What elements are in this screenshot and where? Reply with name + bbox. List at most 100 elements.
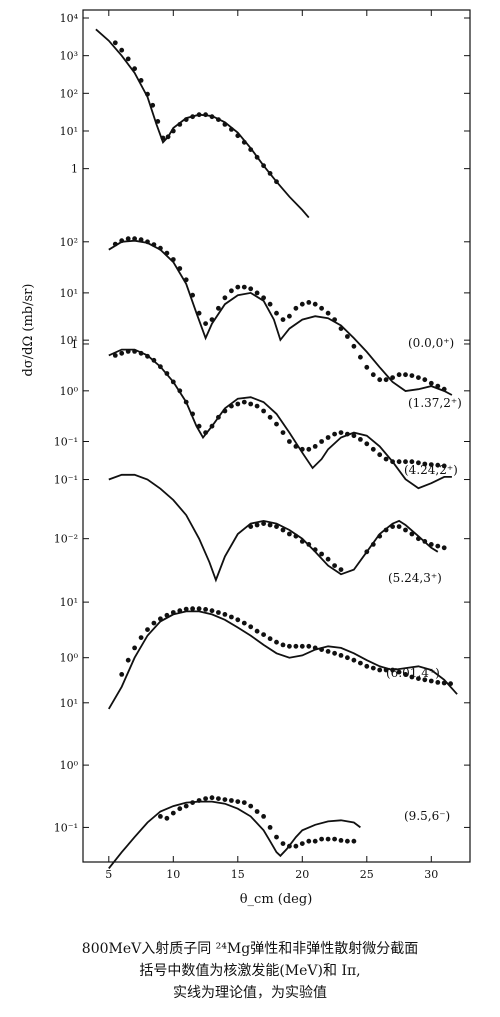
x-axis: 5 10 15 20 25 30 [105, 10, 438, 881]
data-point [370, 446, 376, 452]
data-point [177, 266, 183, 271]
data-point [428, 380, 434, 386]
data-point [261, 408, 266, 414]
data-point [332, 563, 337, 568]
data-point [403, 527, 408, 533]
y-axis-title: dσ/dΩ (mb/sr) [21, 284, 36, 377]
y-tick-label: 10³ [60, 50, 78, 63]
data-point [248, 803, 254, 809]
theory-curve [108, 473, 439, 583]
data-point [222, 612, 228, 617]
data-point [287, 439, 292, 444]
y-tick-label: 10¹ [60, 334, 78, 347]
data-point [377, 667, 383, 673]
data-point [261, 632, 266, 637]
data-point [183, 399, 189, 405]
data-point [351, 433, 357, 439]
data-point [383, 377, 389, 383]
data-point [241, 399, 247, 405]
data-point [319, 551, 324, 557]
data-point [158, 245, 163, 251]
data-point [248, 147, 254, 153]
caption-line-2: 括号中数值为核激发能(MeV)和 Iπ, [139, 963, 361, 979]
y-tick-label: 10⁻¹ [54, 821, 78, 834]
data-point [409, 531, 415, 537]
data-point [416, 375, 421, 380]
y-tick-label: 10¹ [60, 125, 78, 138]
data-point [306, 838, 312, 844]
data-point [254, 628, 260, 634]
data-point [274, 179, 279, 185]
theory-curve [108, 610, 458, 710]
data-point [390, 524, 395, 529]
data-point [229, 403, 234, 409]
data-point [280, 841, 286, 846]
data-point [216, 610, 221, 615]
data-point [190, 292, 196, 298]
data-point [241, 284, 247, 290]
data-point [306, 542, 312, 547]
data-point [332, 650, 337, 656]
data-point [319, 647, 324, 652]
data-point [190, 411, 196, 417]
data-point [274, 834, 279, 840]
data-point [396, 459, 402, 465]
data-point [416, 536, 421, 542]
data-point [170, 128, 176, 134]
data-point [280, 642, 286, 648]
data-point [177, 388, 183, 394]
data-point [267, 414, 273, 420]
data-point [422, 461, 428, 467]
data-point [306, 446, 312, 452]
data-point [164, 612, 170, 618]
data-point [170, 610, 176, 615]
data-point [280, 317, 286, 322]
data-point [293, 843, 299, 849]
data-point [151, 620, 157, 626]
data-point [377, 452, 383, 458]
data-point [435, 462, 441, 468]
data-point [345, 334, 350, 339]
data-point [254, 522, 260, 528]
data-point [158, 616, 163, 622]
panels: 10⁴10³10²10¹110²10¹110¹10⁰10⁻¹10⁻¹10⁻²10… [54, 12, 470, 869]
data-point [332, 431, 337, 437]
data-point [164, 371, 170, 376]
data-point [150, 102, 156, 108]
data-point [235, 284, 241, 290]
data-point [287, 843, 292, 849]
caption-line-1: 800MeV入射质子同 ²⁴Mg弹性和非弹性散射微分截面 [81, 941, 419, 957]
data-point [235, 617, 241, 623]
data-point [222, 408, 228, 414]
data-point [190, 606, 196, 612]
data-point [312, 645, 318, 651]
data-point [422, 377, 428, 383]
data-point [338, 326, 344, 331]
data-point [261, 163, 266, 169]
data-point [364, 663, 370, 669]
data-point [364, 549, 370, 555]
data-point [209, 608, 215, 614]
data-point [403, 672, 408, 677]
data-point [370, 372, 376, 378]
data-point [299, 841, 305, 846]
data-point [261, 814, 266, 819]
data-point [267, 825, 273, 830]
curve-label-4: (6.01,4⁺) [386, 666, 440, 680]
data-point [280, 430, 286, 435]
data-point [229, 288, 234, 294]
data-point [183, 803, 189, 809]
y-tick-label: 10⁰ [60, 759, 79, 772]
data-point [364, 441, 370, 447]
figure-caption: 800MeV入射质子同 ²⁴Mg弹性和非弹性散射微分截面 括号中数值为核激发能(… [0, 938, 500, 1004]
data-point [203, 607, 209, 612]
data-point [119, 672, 125, 677]
data-point [299, 539, 305, 544]
data-point [293, 305, 299, 311]
data-point [125, 56, 131, 62]
data-point [254, 290, 260, 296]
data-point [293, 643, 299, 649]
data-point [267, 171, 273, 176]
data-point [138, 635, 144, 640]
data-point [319, 305, 324, 311]
